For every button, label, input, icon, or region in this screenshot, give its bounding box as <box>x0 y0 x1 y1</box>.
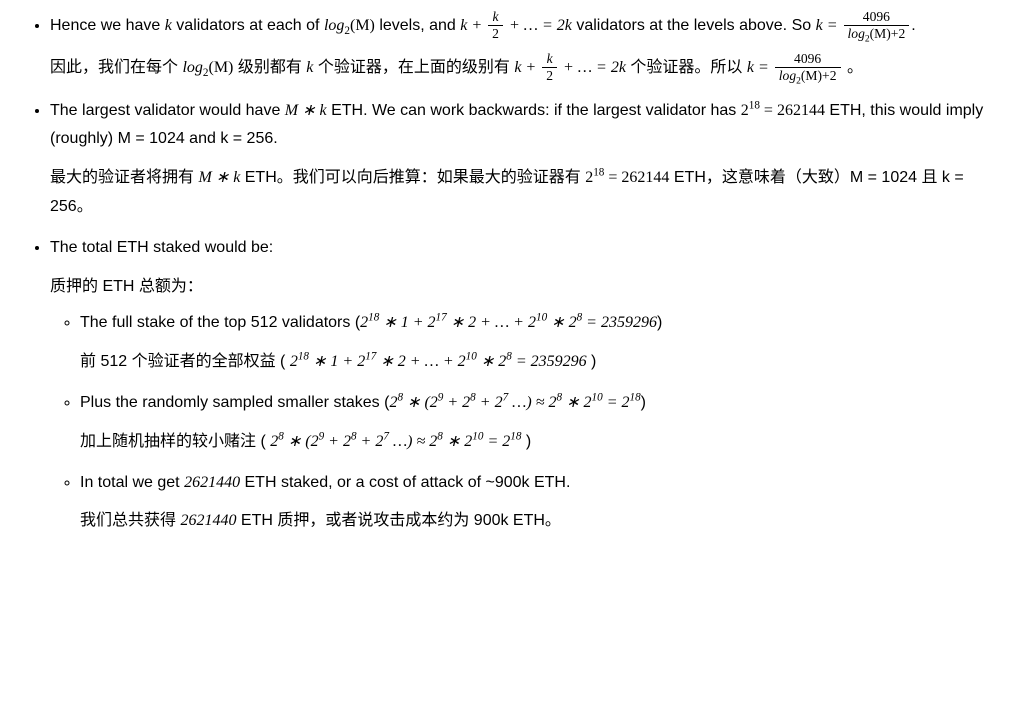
text: In total we get <box>80 474 184 491</box>
s2-chinese: 加上随机抽样的较小赌注 ( 28 ∗ (29 + 28 + 27 …) ≈ 28… <box>80 428 1002 457</box>
math-keq: k = 4096log2(M)+2 <box>816 17 912 34</box>
s3-english: In total we get 2621440 ETH staked, or a… <box>80 469 1002 498</box>
math-k: k <box>165 17 172 34</box>
math-total: 2621440 <box>184 474 240 491</box>
b2-chinese: 最大的验证者将拥有 M ∗ k ETH。我们可以向后推算：如果最大的验证器有 2… <box>50 164 1002 222</box>
math-sum-cn: k + k2 + … = 2k <box>514 59 626 76</box>
text: 个验证器。所以 <box>626 59 747 76</box>
math-s1-cn: 218 ∗ 1 + 217 ∗ 2 + … + 210 ∗ 28 = 23592… <box>290 353 587 370</box>
text: levels, and <box>375 17 460 34</box>
sub-3: In total we get 2621440 ETH staked, or a… <box>80 469 1002 537</box>
math-s2-cn: 28 ∗ (29 + 28 + 27 …) ≈ 28 ∗ 210 = 218 <box>270 433 521 450</box>
text: validators at each of <box>172 17 324 34</box>
sub-list: The full stake of the top 512 validators… <box>50 309 1002 536</box>
bullet-list: Hence we have k validators at each of lo… <box>20 10 1002 536</box>
sub-2: Plus the randomly sampled smaller stakes… <box>80 389 1002 457</box>
text: ETH。我们可以向后推算：如果最大的验证器有 <box>240 169 585 186</box>
bullet-1: Hence we have k validators at each of lo… <box>50 10 1002 85</box>
text: 加上随机抽样的较小赌注 ( <box>80 433 270 450</box>
text: validators at the levels above. So <box>572 17 816 34</box>
math-218: 218 = 262144 <box>741 102 825 119</box>
text: ) <box>587 353 597 370</box>
text: ) <box>641 394 646 411</box>
b1-english: Hence we have k validators at each of lo… <box>50 10 1002 42</box>
b3-chinese: 质押的 ETH 总额为： <box>50 273 1002 302</box>
math-mk: M ∗ k <box>285 102 327 119</box>
text: ) <box>657 314 662 331</box>
math-total-cn: 2621440 <box>180 512 236 529</box>
text: 。 <box>843 59 863 76</box>
text: 前 512 个验证者的全部权益 ( <box>80 353 290 370</box>
text: Plus the randomly sampled smaller stakes… <box>80 394 389 411</box>
bullet-2: The largest validator would have M ∗ k E… <box>50 97 1002 222</box>
text: ETH. We can work backwards: if the large… <box>327 102 741 119</box>
math-keq-cn: k = 4096log2(M)+2 <box>747 59 843 76</box>
math-log2m: log2(M) <box>324 17 375 34</box>
bullet-3: The total ETH staked would be: 质押的 ETH 总… <box>50 234 1002 536</box>
s2-english: Plus the randomly sampled smaller stakes… <box>80 389 1002 418</box>
math-s1: 218 ∗ 1 + 217 ∗ 2 + … + 210 ∗ 28 = 23592… <box>360 314 657 331</box>
text: Hence we have <box>50 17 165 34</box>
text: . <box>911 17 915 34</box>
text: The full stake of the top 512 validators… <box>80 314 360 331</box>
s3-chinese: 我们总共获得 2621440 ETH 质押，或者说攻击成本约为 900k ETH… <box>80 507 1002 536</box>
text: 级别都有 <box>233 59 306 76</box>
s1-english: The full stake of the top 512 validators… <box>80 309 1002 338</box>
math-218-cn: 218 = 262144 <box>585 169 669 186</box>
math-log2m-cn: log2(M) <box>182 59 233 76</box>
text: ) <box>521 433 531 450</box>
text: 我们总共获得 <box>80 512 180 529</box>
text: 最大的验证者将拥有 <box>50 169 198 186</box>
math-s2: 28 ∗ (29 + 28 + 27 …) ≈ 28 ∗ 210 = 218 <box>389 394 640 411</box>
b2-english: The largest validator would have M ∗ k E… <box>50 97 1002 155</box>
b1-chinese: 因此，我们在每个 log2(M) 级别都有 k 个验证器，在上面的级别有 k +… <box>50 52 1002 84</box>
math-mk-cn: M ∗ k <box>198 169 240 186</box>
text: 因此，我们在每个 <box>50 59 182 76</box>
s1-chinese: 前 512 个验证者的全部权益 ( 218 ∗ 1 + 217 ∗ 2 + … … <box>80 348 1002 377</box>
text: The largest validator would have <box>50 102 285 119</box>
text: 个验证器，在上面的级别有 <box>313 59 514 76</box>
math-sum: k + k2 + … = 2k <box>460 17 572 34</box>
text: ETH 质押，或者说攻击成本约为 900k ETH。 <box>236 512 560 529</box>
text: ETH staked, or a cost of attack of ~900k… <box>240 474 570 491</box>
sub-1: The full stake of the top 512 validators… <box>80 309 1002 377</box>
b3-english: The total ETH staked would be: <box>50 234 1002 263</box>
